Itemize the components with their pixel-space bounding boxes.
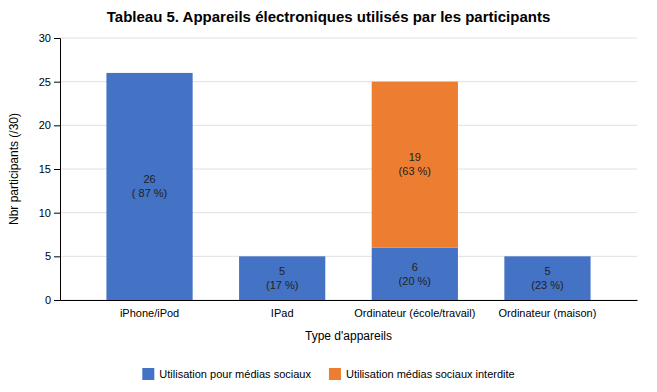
legend-swatch [142, 368, 154, 380]
x-tick-label: Ordinateur (maison) [499, 307, 597, 319]
data-label-line: (17 %) [266, 279, 298, 291]
data-label-line: 6 [412, 261, 418, 273]
legend-label: Utilisation pour médias sociaux [159, 368, 311, 380]
y-tick-mark [54, 256, 60, 257]
y-tick-mark [54, 82, 60, 83]
bar [504, 256, 590, 257]
data-label: 26 ( 87 %) [132, 173, 167, 199]
series-bars [106, 73, 590, 300]
legend-item: Utilisation médias sociaux interdite [329, 368, 515, 380]
y-tick-label: 30 [39, 32, 51, 44]
x-tick: Ordinateur (école/travail) [354, 307, 475, 319]
y-tick: 0 [45, 294, 60, 306]
bar [106, 73, 192, 300]
y-tick-mark [54, 213, 60, 214]
legend-item: Utilisation pour médias sociaux [142, 368, 311, 380]
chart: 0 5 10 15 20 25 30 iPhone/iPod IPad Ordinateur (é… [0, 0, 657, 392]
legend-label: Utilisation médias sociaux interdite [346, 368, 515, 380]
legend: Utilisation pour médias sociaux Utilisati… [142, 368, 514, 380]
x-tick-label: iPhone/iPod [120, 307, 179, 319]
data-label-line: 19 [409, 151, 421, 163]
data-label-line: 26 [143, 173, 155, 185]
bar [504, 256, 590, 300]
y-tick-mark [54, 169, 60, 170]
y-tick-label: 25 [39, 76, 51, 88]
data-label-line: 5 [544, 265, 550, 277]
data-label-line: 5 [279, 265, 285, 277]
y-tick: 10 [39, 207, 60, 219]
y-tick-label: 0 [45, 294, 51, 306]
bar [372, 82, 458, 248]
legend-swatch [329, 368, 341, 380]
y-axis-title: Nbr participants (/30) [7, 113, 21, 225]
title: Tableau 5. Appareils électroniques utili… [107, 8, 550, 25]
y-axis-line [54, 39, 61, 301]
x-tick: IPad [271, 307, 294, 319]
y-tick-label: 15 [39, 163, 51, 175]
x-tick: Ordinateur (maison) [499, 307, 597, 319]
y-tick-mark [54, 300, 60, 301]
y-tick-label: 20 [39, 119, 51, 131]
x-tick-label: Ordinateur (école/travail) [354, 307, 475, 319]
bar [372, 248, 458, 300]
y-tick: 25 [39, 76, 60, 88]
y-tick: 30 [39, 32, 60, 44]
y-tick-mark [54, 125, 60, 126]
data-label: 19 (63 %) [399, 151, 431, 177]
bar [106, 72, 192, 73]
series-bars [372, 82, 458, 248]
plot: 0 5 10 15 20 25 30 iPhone/iPod IPad Ordinateur (é… [39, 32, 638, 319]
data-label: 5 (23 %) [531, 265, 563, 291]
x-axis-line [61, 300, 638, 301]
bars [106, 73, 590, 300]
y-tick: 20 [39, 119, 60, 131]
y-tick-label: 5 [45, 250, 51, 262]
y-tick-mark [54, 38, 60, 39]
data-label-line: (23 %) [531, 279, 563, 291]
x-tick-label: IPad [271, 307, 294, 319]
data-label-line: (20 %) [399, 275, 431, 287]
data-label-line: (63 %) [399, 165, 431, 177]
data-labels: 26 ( 87 %) 5 (17 %) 6 (20 %) 5 (23 %) 19 (63 %) [132, 151, 564, 291]
y-tick-label: 10 [39, 207, 51, 219]
grid [60, 38, 637, 300]
y-tick: 15 [39, 163, 60, 175]
y-axis: 0 5 10 15 20 25 30 [39, 32, 61, 306]
y-tick: 5 [45, 250, 60, 262]
data-label: 6 (20 %) [399, 261, 431, 287]
data-label: 5 (17 %) [266, 265, 298, 291]
x-axis-title: Type d'appareils [305, 329, 392, 343]
bar [239, 256, 325, 300]
x-axis: iPhone/iPod IPad Ordinateur (école/travail… [61, 301, 638, 319]
x-tick: iPhone/iPod [120, 307, 179, 319]
data-label-line: ( 87 %) [132, 187, 167, 199]
grid-line [60, 38, 637, 39]
bar [239, 256, 325, 257]
